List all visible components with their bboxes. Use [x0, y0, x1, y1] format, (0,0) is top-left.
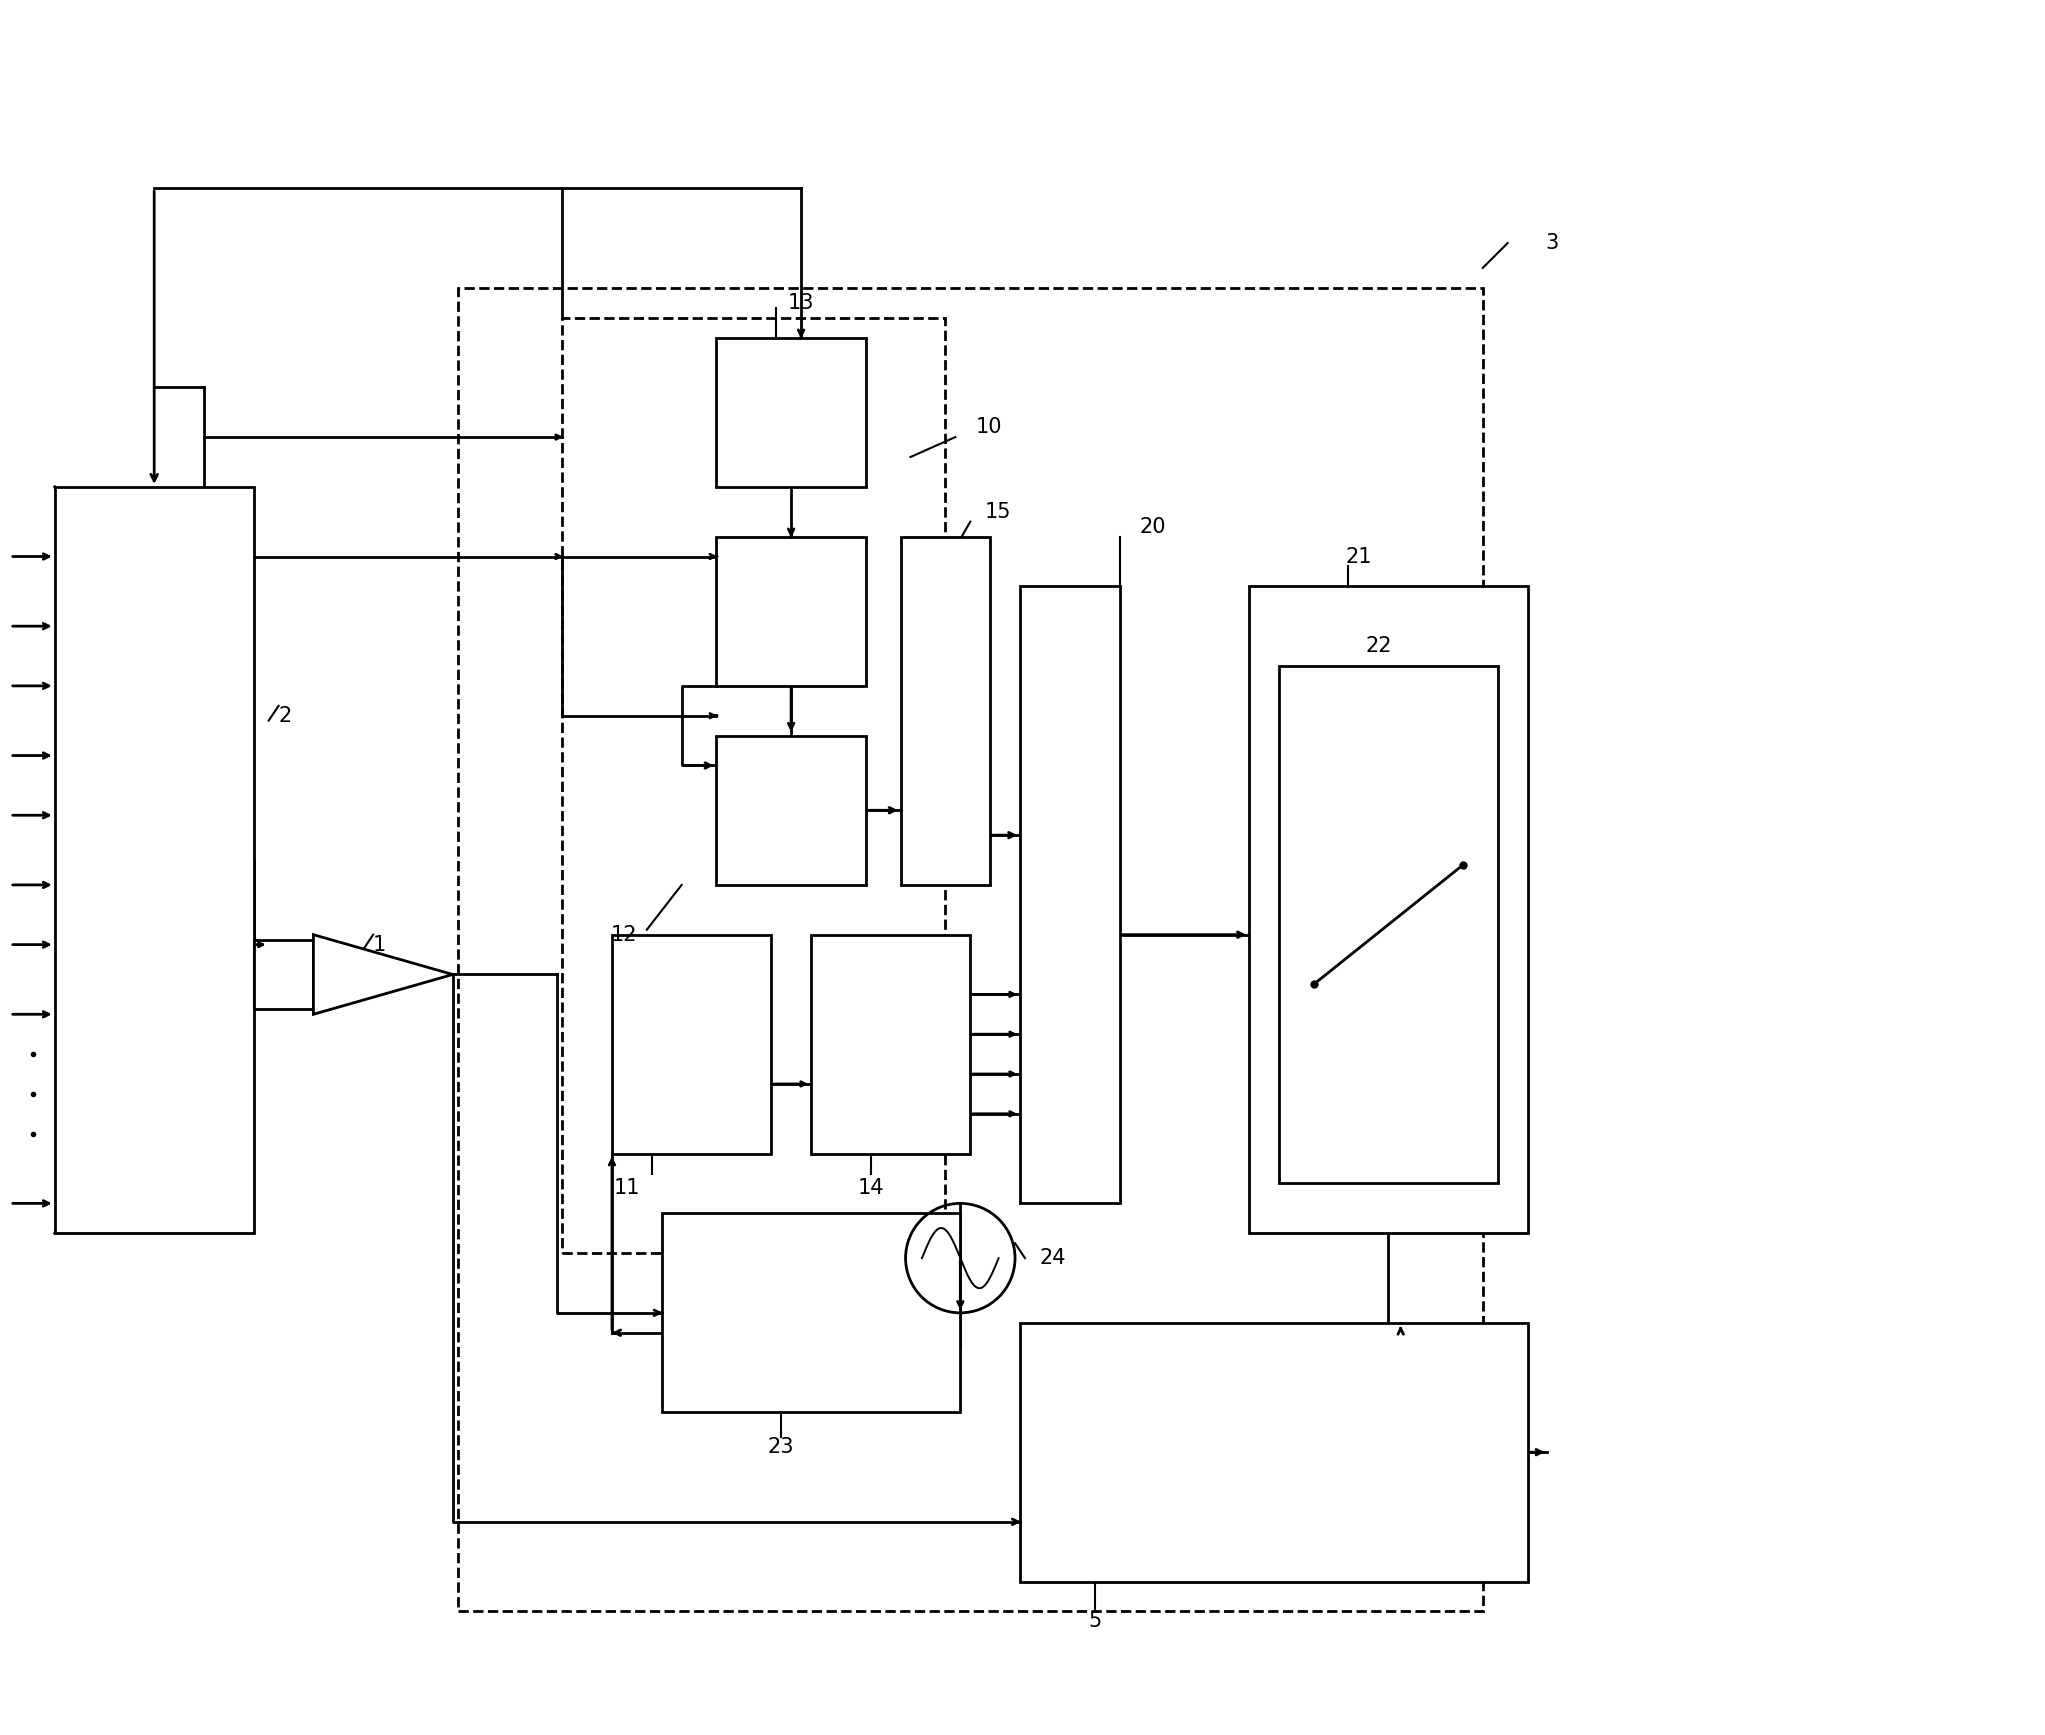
Bar	[663, 1213, 961, 1412]
Polygon shape	[313, 935, 452, 1015]
Text: 11: 11	[614, 1178, 640, 1199]
Bar	[716, 338, 865, 488]
Text: 1: 1	[372, 935, 387, 954]
Text: 2: 2	[278, 706, 292, 725]
Text: 22: 22	[1364, 637, 1391, 656]
Bar	[55, 488, 254, 1234]
Bar	[900, 536, 990, 885]
Text: 20: 20	[1139, 517, 1166, 536]
Bar	[1020, 1322, 1528, 1582]
Bar	[611, 935, 771, 1154]
Text: 10: 10	[975, 416, 1002, 437]
Text: 12: 12	[609, 925, 636, 944]
Text: 15: 15	[986, 501, 1012, 522]
Bar	[562, 318, 945, 1253]
Bar	[254, 940, 313, 1010]
Bar	[1249, 586, 1528, 1234]
Text: 13: 13	[787, 293, 814, 312]
Text: 3: 3	[1546, 232, 1558, 253]
Bar	[716, 536, 865, 685]
Bar	[1020, 586, 1119, 1204]
Text: 5: 5	[1088, 1612, 1102, 1631]
Bar	[812, 935, 969, 1154]
Bar	[716, 736, 865, 885]
Bar	[1278, 666, 1497, 1183]
Text: 21: 21	[1346, 547, 1372, 567]
Bar	[458, 288, 1483, 1612]
Text: 14: 14	[857, 1178, 883, 1199]
Text: 24: 24	[1041, 1247, 1065, 1268]
Text: 23: 23	[769, 1437, 793, 1457]
